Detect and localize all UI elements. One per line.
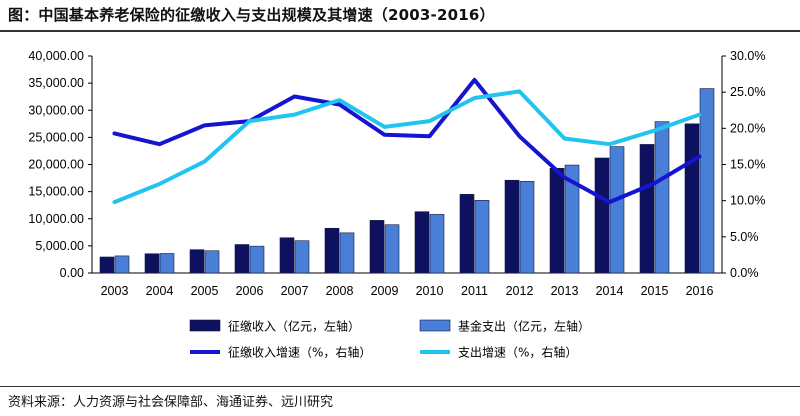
x-tick-label: 2015 [641, 284, 669, 298]
bar [384, 224, 400, 274]
bar [144, 253, 160, 274]
y-left-tick-label: 30,000.00 [28, 103, 84, 117]
y-right-tick-label: 25.0% [730, 85, 765, 99]
y-right-tick-label: 20.0% [730, 121, 765, 135]
bar [234, 244, 250, 274]
bar [249, 245, 265, 274]
x-tick-label: 2016 [686, 284, 714, 298]
bar [654, 121, 670, 274]
y-right-tick-label: 10.0% [730, 194, 765, 208]
page-title: 图：中国基本养老保险的征缴收入与支出规模及其增速（2003-2016） [8, 6, 495, 24]
bar [609, 146, 625, 274]
legend-label: 支出增速（%，右轴） [458, 345, 577, 360]
bar [474, 200, 490, 274]
bar [324, 227, 340, 274]
bar [294, 240, 310, 274]
bar [699, 88, 715, 274]
bar [519, 181, 535, 274]
y-left-tick-label: 10,000.00 [28, 212, 84, 226]
x-tick-label: 2010 [416, 284, 444, 298]
x-tick-label: 2011 [461, 284, 488, 298]
y-left-tick-label: 40,000.00 [28, 49, 84, 63]
series-line [112, 77, 702, 205]
bar [339, 232, 355, 274]
title-divider [0, 30, 800, 32]
bar [504, 179, 520, 274]
bar [414, 211, 430, 274]
y-right-tick-label: 30.0% [730, 49, 765, 63]
bar [639, 144, 655, 274]
x-tick-label: 2007 [281, 284, 309, 298]
y-left-tick-label: 15,000.00 [28, 185, 84, 199]
y-left-tick-label: 35,000.00 [28, 76, 84, 90]
bar [684, 123, 700, 274]
bar [159, 253, 175, 274]
x-tick-label: 2012 [506, 284, 534, 298]
bar [594, 157, 610, 274]
y-right-tick-label: 5.0% [730, 230, 759, 244]
bars [99, 88, 715, 274]
bar [369, 220, 385, 274]
x-tick-label: 2009 [371, 284, 399, 298]
y-left-tick-label: 5,000.00 [35, 239, 84, 253]
bar [279, 237, 295, 274]
series-line [112, 89, 702, 205]
x-tick-label: 2013 [551, 284, 579, 298]
source-divider [0, 386, 800, 387]
x-tick-label: 2008 [326, 284, 354, 298]
legend: 征缴收入（亿元，左轴） 基金支出（亿元，左轴） 征缴收入增速（%，右轴） 支出增速（%… [189, 319, 590, 360]
y-right-tick-label: 15.0% [730, 158, 765, 172]
bar [564, 164, 580, 274]
x-tick-label: 2014 [596, 284, 624, 298]
bar [189, 249, 205, 274]
y-left-tick-label: 25,000.00 [28, 130, 84, 144]
bar [114, 255, 130, 274]
lines [112, 77, 702, 205]
bar [429, 214, 445, 274]
chart: 0.00 5,000.00 10,000.00 15,000.00 20,000.00 2… [28, 49, 765, 360]
legend-swatch [189, 319, 221, 332]
bar [549, 167, 565, 274]
x-tick-label: 2003 [101, 284, 129, 298]
bar [459, 194, 475, 274]
legend-label: 基金支出（亿元，左轴） [458, 319, 590, 334]
bar [204, 250, 220, 274]
legend-label: 征缴收入增速（%，右轴） [228, 345, 371, 360]
y-right-tick-label: 0.0% [730, 266, 759, 280]
legend-label: 征缴收入（亿元，左轴） [228, 319, 360, 334]
x-tick-label: 2005 [191, 284, 219, 298]
y-left-tick-label: 0.00 [60, 266, 84, 280]
source-note: 资料来源：人力资源与社会保障部、海通证券、远川研究 [8, 395, 334, 410]
y-left-tick-label: 20,000.00 [28, 158, 84, 172]
axes: 0.00 5,000.00 10,000.00 15,000.00 20,000.00 2… [28, 49, 765, 298]
x-tick-label: 2006 [236, 284, 264, 298]
x-tick-label: 2004 [146, 284, 174, 298]
bar [99, 256, 115, 274]
legend-swatch [419, 319, 451, 332]
